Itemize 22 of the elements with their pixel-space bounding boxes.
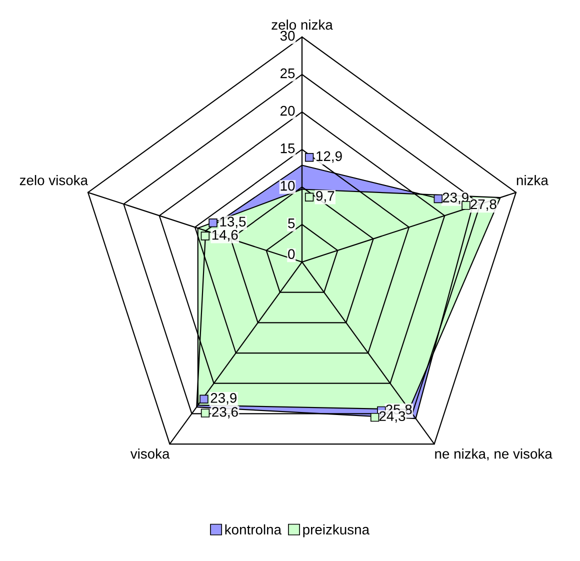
data-label: 23,6 bbox=[212, 406, 238, 418]
y-tick-label: 25 bbox=[280, 68, 295, 78]
data-label: 9,7 bbox=[316, 191, 334, 202]
data-label: 23,9 bbox=[210, 393, 237, 405]
spoke-label: visoka bbox=[130, 448, 170, 459]
spoke-label: nizka bbox=[516, 175, 548, 186]
data-label: 23,9 bbox=[442, 192, 468, 204]
y-tick-label: 15 bbox=[280, 144, 295, 154]
y-tick-label: 30 bbox=[280, 30, 295, 41]
data-label: 13,5 bbox=[220, 216, 246, 228]
data-label: 12,9 bbox=[316, 151, 342, 163]
y-tick-label: 5 bbox=[288, 218, 295, 228]
spoke-label: ne nizka, ne visoka bbox=[435, 448, 552, 460]
y-tick-label: 10 bbox=[280, 180, 295, 191]
y-tick-label: 0 bbox=[288, 249, 295, 259]
spoke-label: zelo nizka bbox=[272, 20, 333, 30]
legend-label: preizkusna bbox=[303, 524, 370, 538]
y-tick-label: 20 bbox=[280, 106, 295, 116]
spoke-label: zelo visoka bbox=[20, 175, 88, 186]
legend-label: kontrolna bbox=[225, 524, 282, 535]
data-label: 27,8 bbox=[470, 199, 496, 211]
data-label: 14,6 bbox=[212, 230, 238, 242]
